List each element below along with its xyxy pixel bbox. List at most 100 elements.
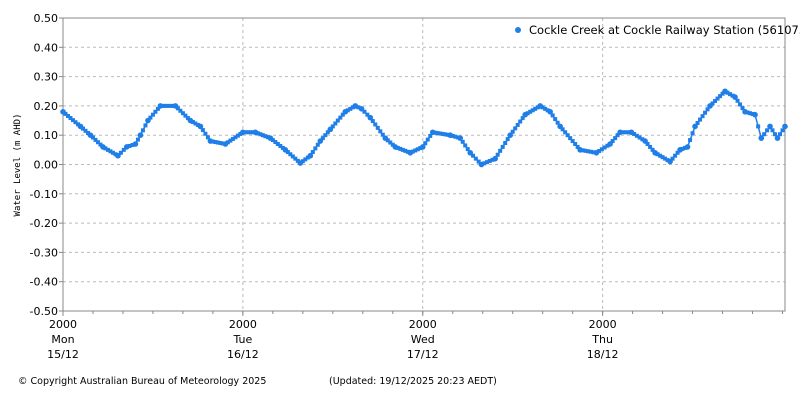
data-marker-fill — [778, 132, 783, 137]
data-marker-fill — [70, 118, 75, 123]
data-point — [642, 138, 648, 144]
data-marker-fill — [425, 137, 430, 142]
data-marker-fill — [98, 142, 103, 147]
data-point — [722, 88, 728, 95]
data-marker-fill — [200, 128, 205, 133]
data-point — [732, 94, 738, 100]
data-marker-fill — [670, 156, 675, 161]
x-tick-label: 2000 — [409, 318, 437, 331]
data-marker-fill — [495, 152, 500, 157]
data-marker-fill — [278, 143, 283, 148]
copyright-text: © Copyright Australian Bureau of Meteoro… — [18, 376, 266, 387]
data-marker-fill — [773, 132, 778, 137]
data-point — [307, 152, 314, 159]
data-marker-fill — [80, 126, 85, 131]
data-marker-fill — [113, 152, 118, 157]
data-point — [684, 144, 691, 150]
data-marker-fill — [484, 160, 489, 165]
data-marker-fill — [563, 130, 568, 135]
data-marker-fill — [438, 131, 443, 136]
data-marker-fill — [275, 141, 280, 146]
data-marker-fill — [550, 113, 555, 118]
data-marker-fill — [520, 116, 525, 121]
data-point — [478, 161, 485, 168]
data-marker-fill — [260, 133, 265, 138]
data-marker-fill — [90, 135, 95, 140]
data-point — [492, 155, 499, 162]
data-marker-fill — [673, 153, 678, 158]
y-tick-label: 0.30 — [34, 71, 59, 84]
data-marker-fill — [165, 103, 170, 108]
data-marker-fill — [75, 122, 80, 127]
legend-marker — [515, 27, 521, 33]
data-point — [507, 132, 513, 138]
data-point — [447, 132, 454, 138]
data-marker-fill — [183, 113, 188, 118]
data-marker-fill — [700, 114, 705, 119]
data-marker-fill — [315, 142, 320, 147]
data-point — [652, 149, 658, 156]
data-marker-fill — [710, 101, 715, 106]
data-marker-fill — [380, 132, 385, 137]
data-marker-fill — [510, 129, 515, 134]
data-marker-fill — [599, 147, 604, 152]
x-tick-label: 16/12 — [227, 348, 259, 361]
data-point — [407, 149, 414, 156]
data-marker-fill — [698, 117, 703, 122]
data-point — [358, 106, 365, 112]
data-marker-fill — [258, 132, 263, 137]
data-point — [742, 108, 748, 115]
data-marker-fill — [650, 147, 655, 152]
data-marker-fill — [440, 131, 445, 136]
data-marker-fill — [73, 120, 78, 125]
data-point — [577, 147, 583, 153]
data-marker-fill — [175, 106, 180, 111]
data-marker-fill — [127, 143, 132, 148]
data-marker-fill — [756, 124, 761, 129]
data-marker-fill — [482, 161, 487, 166]
data-point — [677, 147, 683, 153]
data-marker-fill — [333, 121, 338, 126]
data-marker-fill — [573, 141, 578, 146]
data-marker-fill — [602, 145, 607, 150]
data-marker-fill — [690, 131, 695, 136]
data-marker-fill — [597, 149, 602, 154]
data-marker-fill — [63, 111, 68, 116]
legend[interactable]: Cockle Creek at Cockle Railway Station (… — [515, 23, 800, 37]
data-marker-fill — [110, 150, 115, 155]
y-tick-label: -0.40 — [30, 276, 58, 289]
data-marker-fill — [105, 147, 110, 152]
data-marker-fill — [365, 112, 370, 117]
data-point — [667, 158, 673, 165]
data-marker-fill — [725, 90, 730, 95]
data-marker-fill — [505, 137, 510, 142]
x-tick-label: Tue — [232, 333, 252, 346]
data-marker-fill — [285, 150, 290, 155]
data-marker-fill — [545, 108, 550, 113]
data-marker-fill — [300, 159, 305, 164]
data-marker-fill — [180, 111, 185, 116]
data-marker-fill — [423, 141, 428, 146]
data-marker-fill — [103, 146, 108, 151]
x-tick-label: Mon — [51, 333, 74, 346]
data-marker-fill — [476, 159, 481, 164]
data-marker-fill — [443, 132, 448, 137]
data-marker-fill — [348, 106, 353, 111]
data-marker-fill — [140, 128, 145, 133]
data-marker-fill — [248, 130, 253, 135]
data-marker-fill — [615, 133, 620, 138]
data-marker-fill — [375, 125, 380, 130]
data-marker-fill — [362, 109, 367, 114]
data-marker-fill — [543, 106, 548, 111]
data-marker-fill — [487, 158, 492, 163]
data-marker-fill — [378, 129, 383, 134]
data-marker-fill — [150, 112, 155, 117]
data-marker-fill — [575, 144, 580, 149]
data-marker-fill — [163, 103, 168, 108]
y-tick-label: 0.10 — [34, 129, 59, 142]
data-point — [774, 135, 781, 141]
data-point — [297, 160, 304, 166]
data-point — [392, 144, 399, 150]
data-marker-fill — [153, 109, 158, 114]
